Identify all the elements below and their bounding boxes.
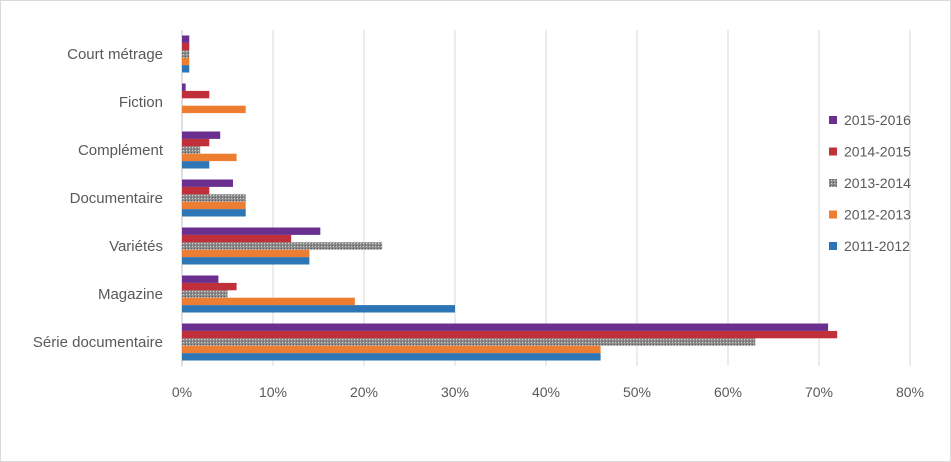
legend-label: 2012-2013 — [844, 207, 911, 223]
legend-label: 2014-2015 — [844, 144, 911, 160]
bar-2012-2013-1 — [182, 297, 355, 306]
bar-2013-2014-1 — [182, 290, 228, 298]
bar-2015-2016-4 — [182, 131, 221, 139]
legend-swatch — [829, 179, 837, 187]
bar-2014-2015-0 — [182, 330, 838, 339]
category-label: Complément — [78, 142, 164, 159]
bar-2013-2014-3 — [182, 194, 246, 202]
bar-2015-2016-1 — [182, 275, 219, 283]
x-tick-label: 50% — [623, 384, 651, 400]
bar-2011-2012-6 — [182, 65, 190, 73]
legend-swatch — [829, 147, 837, 156]
x-tick-label: 80% — [896, 384, 924, 400]
legend-label: 2011-2012 — [844, 238, 910, 254]
category-label: Magazine — [98, 286, 163, 303]
legend-swatch — [829, 116, 837, 124]
legend-swatch — [829, 210, 837, 219]
bar-2012-2013-5 — [182, 105, 246, 114]
bar-2014-2015-5 — [182, 90, 210, 99]
x-tick-label: 20% — [350, 384, 378, 400]
bar-2013-2014-6 — [182, 50, 190, 58]
legend-swatch — [829, 242, 837, 250]
bar-2015-2016-5 — [182, 83, 186, 91]
bar-2011-2012-1 — [182, 305, 455, 313]
bar-2012-2013-2 — [182, 249, 310, 258]
x-tick-label: 40% — [532, 384, 560, 400]
bar-2014-2015-4 — [182, 138, 210, 147]
x-tick-label: 30% — [441, 384, 469, 400]
x-axis-ticks: 0% 10% 20% 30% 40% 50% 60% 70% 80% — [172, 384, 924, 400]
legend-label: 2015-2016 — [844, 112, 911, 128]
bar-2014-2015-2 — [182, 234, 292, 243]
x-tick-label: 60% — [714, 384, 742, 400]
category-label: Fiction — [119, 94, 163, 111]
category-labels: Série documentaire Magazine Variétés Docume… — [33, 46, 164, 351]
bar-2013-2014-0 — [182, 338, 756, 346]
bars — [182, 35, 838, 361]
bar-2013-2014-4 — [182, 146, 201, 154]
x-tick-label: 0% — [172, 384, 192, 400]
bar-2014-2015-6 — [182, 42, 190, 51]
bar-2011-2012-2 — [182, 257, 310, 265]
bar-2015-2016-6 — [182, 35, 190, 43]
x-tick-label: 10% — [259, 384, 287, 400]
category-label: Variétés — [109, 238, 163, 255]
bar-2012-2013-0 — [182, 345, 601, 354]
bar-2011-2012-4 — [182, 161, 210, 169]
bar-2015-2016-2 — [182, 227, 321, 235]
bar-2013-2014-2 — [182, 242, 383, 250]
gridlines — [181, 30, 911, 366]
legend: 2015-2016 2014-2015 2013-2014 2012-2013 2011… — [829, 112, 911, 254]
bar-2011-2012-3 — [182, 209, 246, 217]
bar-2012-2013-4 — [182, 153, 237, 162]
bar-2014-2015-1 — [182, 282, 237, 291]
bar-2015-2016-3 — [182, 179, 233, 187]
legend-label: 2013-2014 — [844, 175, 911, 191]
category-label: Documentaire — [70, 190, 163, 207]
bar-2012-2013-6 — [182, 57, 190, 66]
bar-2011-2012-0 — [182, 353, 601, 361]
bar-2015-2016-0 — [182, 323, 829, 331]
x-tick-label: 70% — [805, 384, 833, 400]
bar-2012-2013-3 — [182, 201, 246, 210]
category-label: Court métrage — [67, 46, 163, 63]
category-label: Série documentaire — [33, 334, 163, 351]
bar-2014-2015-3 — [182, 186, 210, 195]
